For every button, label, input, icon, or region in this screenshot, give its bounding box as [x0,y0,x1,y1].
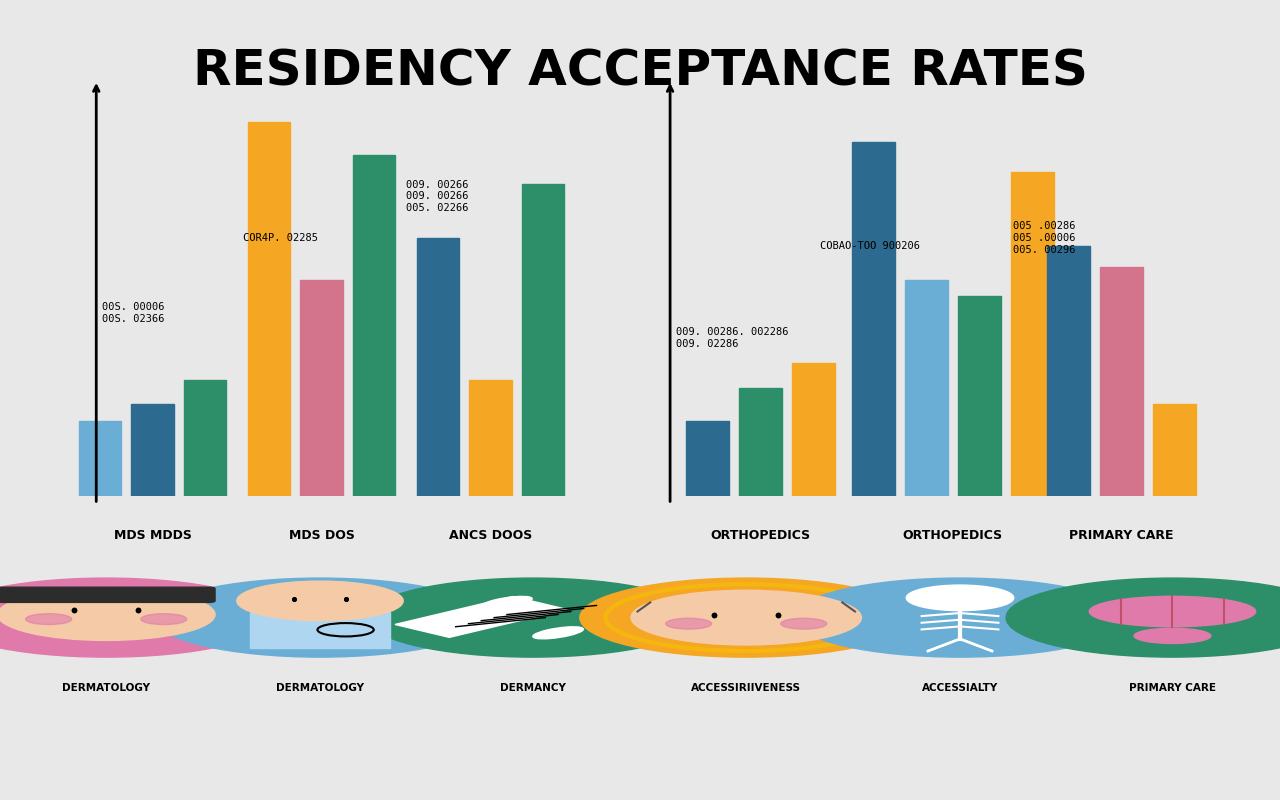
Ellipse shape [481,596,532,609]
Bar [184,379,227,496]
Text: DERMATOLOGY: DERMATOLOGY [63,682,150,693]
Circle shape [1006,578,1280,657]
Bar [79,421,122,496]
Text: 00S. 00006
00S. 02366: 00S. 00006 00S. 02366 [102,302,164,324]
Text: PRIMARY CARE: PRIMARY CARE [1129,682,1216,693]
Bar [1047,246,1091,496]
Circle shape [666,618,712,629]
Ellipse shape [1089,596,1256,626]
Circle shape [154,578,486,657]
Circle shape [794,578,1126,657]
Text: ACCESSIRIIVENESS: ACCESSIRIIVENESS [691,682,801,693]
FancyBboxPatch shape [0,587,215,602]
Bar [851,142,895,496]
Circle shape [0,578,273,657]
Circle shape [366,578,699,657]
Bar [396,597,567,638]
Bar [417,238,460,496]
Bar [250,611,390,648]
Circle shape [26,614,72,625]
Text: ANCS DOOS: ANCS DOOS [449,530,532,542]
Text: 005 .00286
005 .00006
005. 00296: 005 .00286 005 .00006 005. 00296 [1012,222,1075,254]
Bar [1152,405,1196,496]
Bar [1011,171,1053,496]
Bar [132,405,174,496]
Circle shape [580,578,913,657]
Circle shape [237,581,403,621]
Bar [905,280,948,496]
Circle shape [906,585,1014,610]
Bar [791,363,835,496]
Text: ACCESSIALTY: ACCESSIALTY [922,682,998,693]
Circle shape [0,589,215,640]
Ellipse shape [1134,628,1211,643]
Text: DERMANCY: DERMANCY [499,682,566,693]
Circle shape [631,590,861,645]
Bar [1100,267,1143,496]
Text: ORTHOPEDICS: ORTHOPEDICS [710,530,810,542]
Text: ORTHOPEDICS: ORTHOPEDICS [902,530,1004,542]
Text: MDS DOS: MDS DOS [288,530,355,542]
Bar [248,122,291,496]
Bar [522,184,564,496]
Text: PRIMARY CARE: PRIMARY CARE [1069,530,1174,542]
Text: 009. 00286. 002286
009. 02286: 009. 00286. 002286 009. 02286 [676,327,788,349]
Text: DERMATOLOGY: DERMATOLOGY [276,682,364,693]
Bar [353,155,396,496]
Text: MDS MDDS: MDS MDDS [114,530,192,542]
Circle shape [781,618,827,629]
Bar [739,388,782,496]
Text: COBAO-TOO 900206: COBAO-TOO 900206 [820,242,920,251]
Ellipse shape [532,626,584,639]
Bar [301,280,343,496]
Bar [957,296,1001,496]
Circle shape [141,614,187,625]
Bar [470,379,512,496]
Text: RESIDENCY ACCEPTANCE RATES: RESIDENCY ACCEPTANCE RATES [192,48,1088,96]
Text: 009. 00266
009. 00266
005. 02266: 009. 00266 009. 00266 005. 02266 [406,180,468,213]
Bar [686,421,730,496]
Text: COR4P. 02285: COR4P. 02285 [243,233,317,243]
